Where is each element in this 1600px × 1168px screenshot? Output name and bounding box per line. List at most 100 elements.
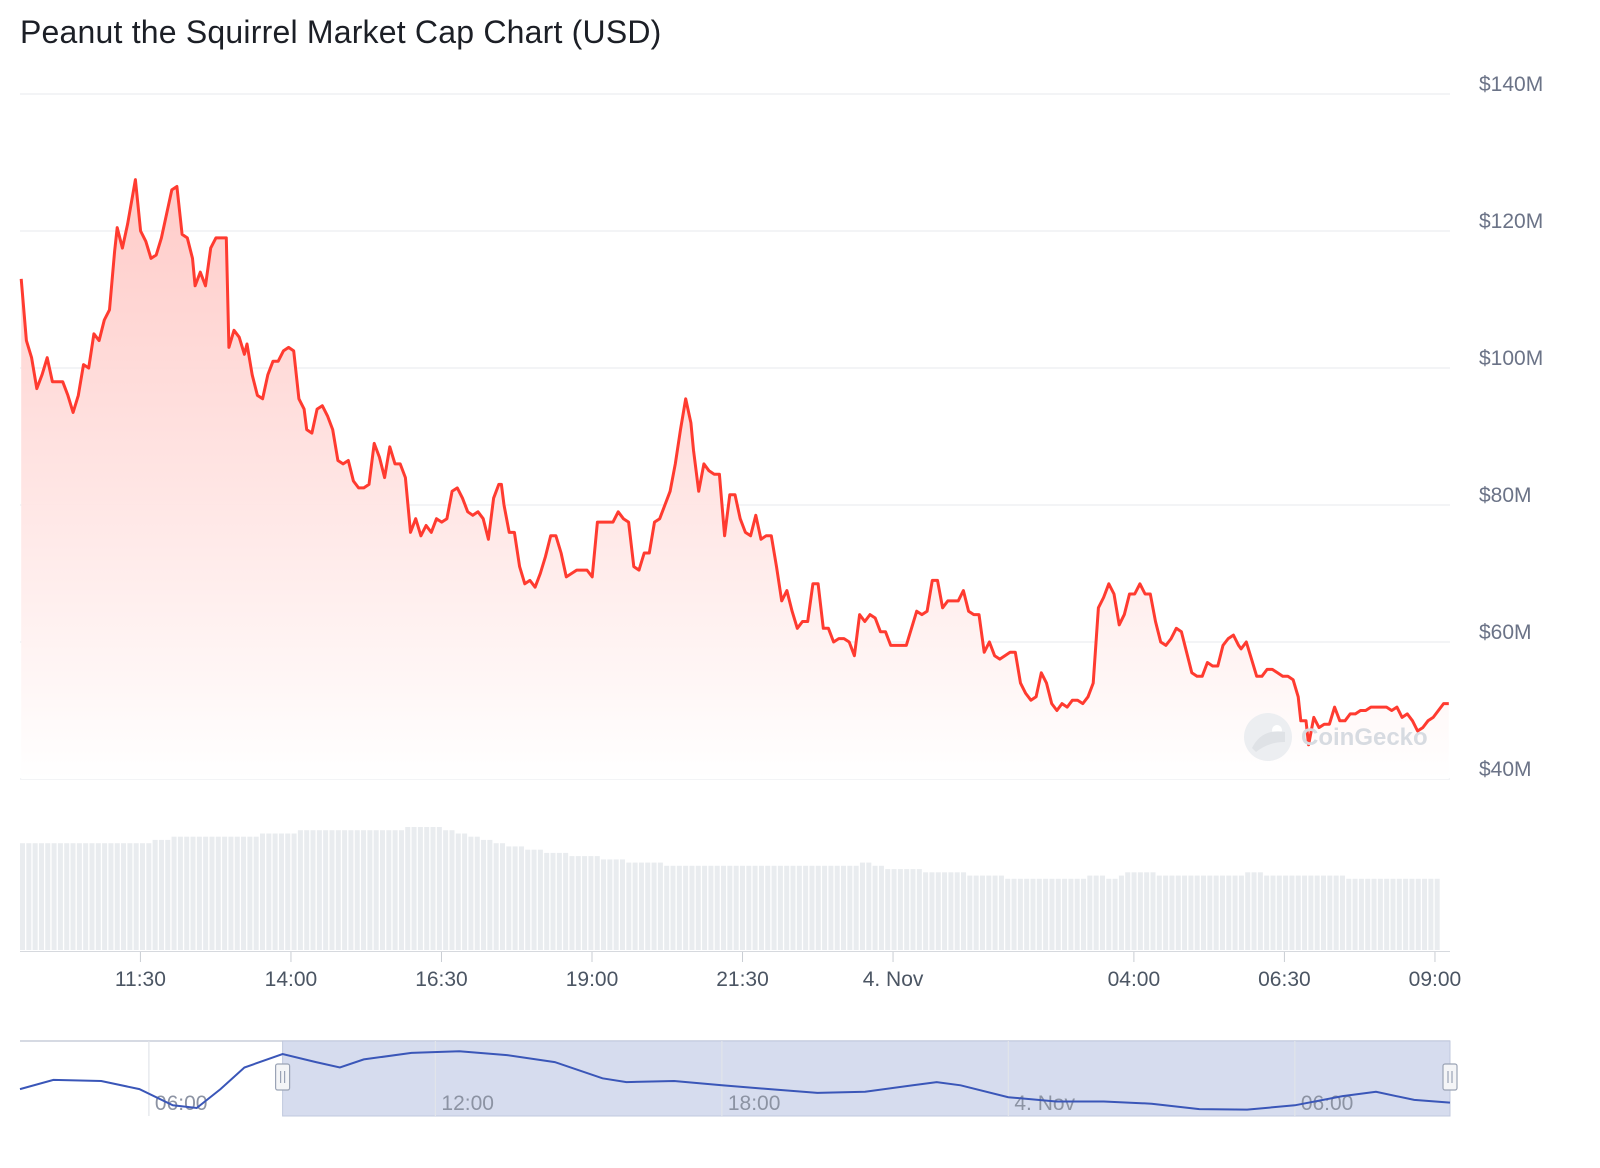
volume-bar bbox=[411, 827, 417, 950]
market-cap-area bbox=[21, 179, 1449, 780]
x-tick-label: 11:30 bbox=[115, 968, 166, 991]
volume-bar bbox=[171, 836, 177, 950]
volume-bar bbox=[752, 865, 758, 950]
volume-bar bbox=[133, 843, 139, 950]
volume-bar bbox=[1257, 872, 1263, 950]
volume-bar bbox=[108, 843, 114, 950]
volume-bar bbox=[638, 862, 644, 950]
volume-bar bbox=[967, 875, 973, 950]
volume-bar bbox=[796, 865, 802, 950]
y-axis: $40M $60M $80M $100M $120M $140M bbox=[1479, 73, 1543, 781]
volume-bar bbox=[1377, 878, 1383, 950]
navigator[interactable]: 06:00 12:00 18:00 4. Nov 06:00 bbox=[19, 1040, 1458, 1117]
volume-bar bbox=[916, 869, 922, 950]
volume-bar bbox=[1409, 878, 1415, 950]
x-tick-label: 19:00 bbox=[566, 968, 619, 991]
volume-bar bbox=[727, 865, 733, 950]
navigator-handle-right[interactable] bbox=[1442, 1063, 1458, 1091]
volume-bar bbox=[379, 830, 386, 950]
volume-bar bbox=[506, 846, 512, 950]
x-axis: 11:30 14:00 16:30 19:00 21:30 4. Nov 04:00 06:3… bbox=[20, 951, 1462, 991]
volume-bar bbox=[809, 865, 815, 950]
volume-bar bbox=[424, 827, 430, 950]
volume-bar bbox=[373, 830, 379, 950]
volume-bar bbox=[1352, 878, 1358, 950]
volume-bar bbox=[771, 865, 777, 950]
volume-bar bbox=[739, 865, 745, 950]
volume-bar bbox=[904, 869, 910, 950]
volume-bar bbox=[1118, 875, 1124, 950]
volume-bar bbox=[493, 843, 499, 950]
volume-bar bbox=[847, 865, 853, 950]
volume-bar bbox=[758, 865, 764, 950]
volume-bar bbox=[310, 830, 316, 950]
volume-bar bbox=[733, 865, 739, 950]
volume-bar bbox=[89, 843, 95, 950]
volume-bar bbox=[670, 865, 676, 950]
volume-bar bbox=[215, 836, 221, 950]
volume-bar bbox=[26, 843, 32, 950]
volume-bar bbox=[784, 865, 790, 950]
volume-bar bbox=[499, 843, 505, 950]
volume-bar bbox=[594, 856, 600, 950]
volume-bar bbox=[683, 865, 689, 950]
volume-bar bbox=[575, 856, 581, 950]
navigator-handle-left[interactable] bbox=[275, 1063, 291, 1091]
navigator-tick-label: 12:00 bbox=[441, 1092, 494, 1115]
volume-bar bbox=[1112, 878, 1118, 950]
chart-title: Peanut the Squirrel Market Cap Chart (US… bbox=[20, 14, 662, 50]
volume-bar bbox=[1131, 872, 1137, 950]
volume-bar bbox=[1081, 878, 1087, 950]
volume-bar bbox=[1283, 875, 1289, 950]
volume-bar bbox=[746, 865, 752, 950]
volume-bar bbox=[1245, 872, 1251, 950]
volume-bar bbox=[291, 833, 297, 950]
volume-bar bbox=[1087, 875, 1093, 950]
navigator-tick-label: 06:00 bbox=[1301, 1092, 1354, 1115]
volume-bar bbox=[95, 843, 101, 950]
volume-bar bbox=[942, 872, 948, 950]
volume-bar bbox=[127, 843, 133, 950]
volume-bar bbox=[1201, 875, 1207, 950]
volume-bar bbox=[234, 836, 240, 950]
volume-bar bbox=[1333, 875, 1339, 950]
volume-bar bbox=[430, 827, 436, 950]
volume-bar bbox=[247, 836, 253, 950]
volume-bar bbox=[1194, 875, 1200, 950]
x-tick-label: 4. Nov bbox=[863, 968, 924, 991]
volume-bar bbox=[1238, 875, 1244, 950]
volume-bar bbox=[556, 852, 562, 950]
volume-bar bbox=[323, 830, 329, 950]
y-tick-label: $40M bbox=[1479, 758, 1532, 781]
volume-bar bbox=[272, 833, 278, 950]
volume-bar bbox=[1295, 875, 1301, 950]
volume-bar bbox=[253, 836, 259, 950]
navigator-tick-label: 06:00 bbox=[155, 1092, 208, 1115]
volume-bar bbox=[1390, 878, 1396, 950]
volume-bar bbox=[146, 843, 152, 950]
volume-bar bbox=[1017, 878, 1023, 950]
volume-bar bbox=[563, 852, 569, 950]
volume-bar bbox=[32, 843, 38, 950]
volume-bar bbox=[923, 872, 929, 950]
navigator-tick-label: 18:00 bbox=[728, 1092, 781, 1115]
market-cap-line[interactable] bbox=[19, 178, 1449, 747]
volume-bar bbox=[474, 836, 480, 950]
volume-bar bbox=[1270, 875, 1276, 950]
x-tick-label: 09:00 bbox=[1409, 968, 1462, 991]
volume-bar bbox=[872, 865, 878, 950]
volume-bar bbox=[1302, 875, 1308, 950]
volume-bar bbox=[1188, 875, 1194, 950]
volume-bar bbox=[487, 839, 493, 950]
volume-bar bbox=[481, 839, 487, 950]
volume-bar bbox=[601, 859, 607, 950]
volume-bar bbox=[525, 849, 531, 950]
volume-bar bbox=[550, 852, 556, 950]
volume-bar bbox=[1213, 875, 1219, 950]
market-cap-series[interactable] bbox=[19, 178, 1449, 747]
x-tick-label: 16:30 bbox=[415, 968, 468, 991]
volume-bar bbox=[828, 865, 834, 950]
volume-bar bbox=[203, 836, 209, 950]
volume-bar bbox=[20, 843, 26, 950]
